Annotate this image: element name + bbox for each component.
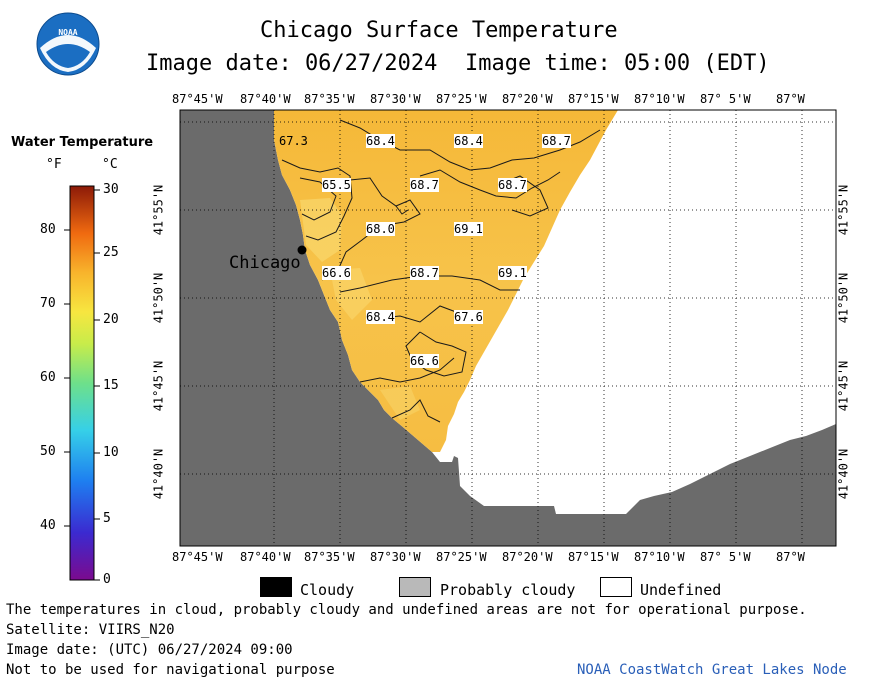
city-label-chicago: Chicago — [229, 253, 301, 273]
lon-label-top: 87°35'W — [304, 92, 355, 106]
temp-label: 67.3 — [279, 134, 308, 148]
color-scale — [64, 185, 100, 581]
lat-label-right: 41°45'N — [836, 360, 851, 412]
page-title: Chicago Surface Temperature — [260, 18, 618, 43]
temp-label: 68.7 — [410, 178, 439, 192]
image-date: Image date: 06/27/2024 — [146, 51, 438, 76]
f-tick-60: 60 — [40, 370, 56, 385]
f-tick-40: 40 — [40, 518, 56, 533]
lon-label-top: 87° 5'W — [700, 92, 751, 106]
image-time: Image time: 05:00 (EDT) — [465, 51, 770, 76]
temp-label: 67.6 — [454, 310, 483, 324]
lon-label-top: 87°40'W — [240, 92, 291, 106]
lon-label-bottom: 87°20'W — [502, 550, 553, 564]
c-tick-5: 5 — [103, 511, 111, 526]
lat-label-left: 41°40'N — [151, 448, 166, 500]
lon-label-top: 87°10'W — [634, 92, 685, 106]
undefined-swatch — [600, 577, 632, 597]
temp-label: 66.6 — [322, 266, 351, 280]
lon-label-bottom: 87°25'W — [436, 550, 487, 564]
c-tick-20: 20 — [103, 312, 119, 327]
c-tick-10: 10 — [103, 445, 119, 460]
lat-label-right: 41°50'N — [836, 272, 851, 324]
lon-label-bottom: 87°45'W — [172, 550, 223, 564]
lon-label-top: 87°20'W — [502, 92, 553, 106]
f-tick-50: 50 — [40, 444, 56, 459]
footer-note: The temperatures in cloud, probably clou… — [6, 602, 807, 618]
lat-label-left: 41°50'N — [151, 272, 166, 324]
probably-cloudy-swatch — [399, 577, 431, 597]
temp-label: 66.6 — [410, 354, 439, 368]
lon-label-top: 87°15'W — [568, 92, 619, 106]
lon-label-bottom: 87°40'W — [240, 550, 291, 564]
c-tick-15: 15 — [103, 378, 119, 393]
unit-celsius: °C — [102, 157, 118, 172]
lon-label-bottom: 87°30'W — [370, 550, 421, 564]
lon-label-top: 87°45'W — [172, 92, 223, 106]
lat-label-left: 41°55'N — [151, 184, 166, 236]
temp-label: 69.1 — [498, 266, 527, 280]
c-tick-25: 25 — [103, 245, 119, 260]
lon-label-top: 87°W — [776, 92, 805, 106]
lon-label-bottom: 87°35'W — [304, 550, 355, 564]
noaa-logo: NOAA — [36, 12, 100, 76]
cloudy-swatch — [260, 577, 292, 597]
temp-label: 69.1 — [454, 222, 483, 236]
lon-label-top: 87°25'W — [436, 92, 487, 106]
temp-label: 68.0 — [366, 222, 395, 236]
lat-label-left: 41°45'N — [151, 360, 166, 412]
c-tick-0: 0 — [103, 572, 111, 587]
unit-fahrenheit: °F — [46, 157, 62, 172]
lon-label-bottom: 87° 5'W — [700, 550, 751, 564]
legend-title: Water Temperature — [11, 135, 154, 150]
logo-text: NOAA — [58, 28, 77, 37]
cloudy-label: Cloudy — [300, 581, 355, 599]
lon-label-top: 87°30'W — [370, 92, 421, 106]
probably-cloudy-label: Probably cloudy — [440, 581, 576, 599]
map-frame — [179, 109, 837, 547]
satellite-info: Satellite: VIIRS_N20 — [6, 622, 175, 638]
f-tick-70: 70 — [40, 296, 56, 311]
nav-warning: Not to be used for navigational purpose — [6, 662, 335, 678]
temp-label: 68.4 — [366, 310, 395, 324]
credit-link[interactable]: NOAA CoastWatch Great Lakes Node — [577, 662, 847, 678]
chicago-marker — [297, 245, 307, 255]
color-bar — [69, 185, 95, 581]
land-area — [180, 110, 836, 546]
lat-label-right: 41°40'N — [836, 448, 851, 500]
temp-label: 68.7 — [498, 178, 527, 192]
temp-label: 68.7 — [410, 266, 439, 280]
utc-date: Image date: (UTC) 06/27/2024 09:00 — [6, 642, 293, 658]
temp-label: 65.5 — [322, 178, 351, 192]
lon-label-bottom: 87°15'W — [568, 550, 619, 564]
lon-label-bottom: 87°10'W — [634, 550, 685, 564]
lat-label-right: 41°55'N — [836, 184, 851, 236]
water-temperature-area — [274, 110, 618, 452]
c-tick-30: 30 — [103, 182, 119, 197]
temp-label: 68.7 — [542, 134, 571, 148]
temp-label: 68.4 — [366, 134, 395, 148]
temp-label: 68.4 — [454, 134, 483, 148]
lon-label-bottom: 87°W — [776, 550, 805, 564]
undefined-label: Undefined — [640, 581, 722, 599]
f-tick-80: 80 — [40, 222, 56, 237]
